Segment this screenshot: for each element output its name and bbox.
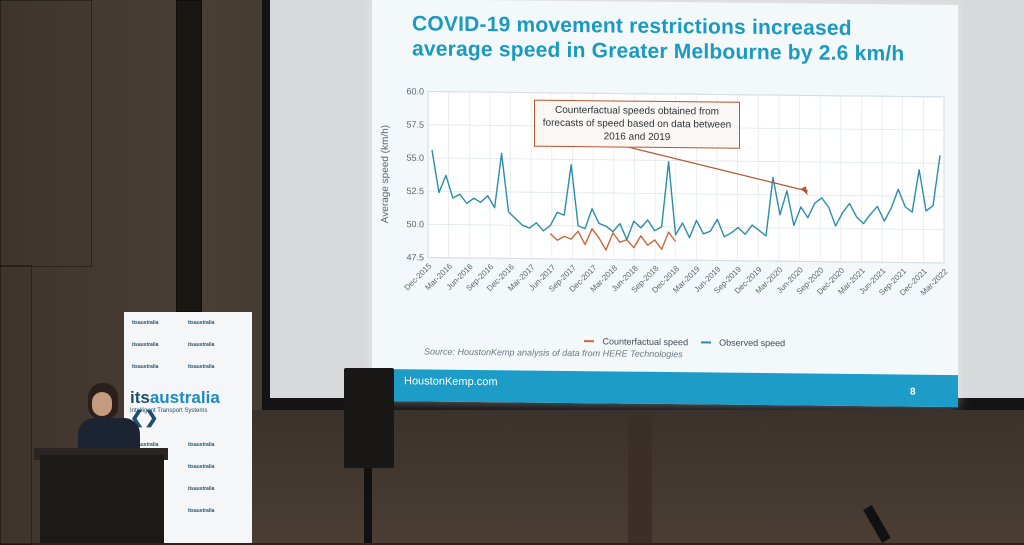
banner-repeat-logo: itsaustralia xyxy=(132,342,159,348)
slide-title-line-2: average speed in Greater Melbourne by 2.… xyxy=(412,37,905,66)
banner-repeat-logo: itsaustralia xyxy=(188,442,215,448)
banner-repeat-logo: itsaustralia xyxy=(132,442,159,448)
speaker-face xyxy=(92,392,112,416)
door-frame xyxy=(176,0,202,312)
legend-label-counterfactual: Counterfactual speed xyxy=(602,335,689,347)
slide-footer-bar xyxy=(372,368,958,408)
podium xyxy=(40,455,164,543)
y-gridline xyxy=(428,190,944,197)
banner-repeat-logo: itsaustralia xyxy=(188,464,215,470)
y-gridline xyxy=(428,223,944,231)
banner-repeat-logo: itsaustralia xyxy=(132,320,159,326)
loudspeaker xyxy=(344,368,394,468)
banner-repeat-logo: itsaustralia xyxy=(188,320,215,326)
its-australia-logo: itsaustralia ❮❯ xyxy=(130,388,220,427)
observed-speed-line xyxy=(431,149,941,241)
banner-repeat-logo: itsaustralia xyxy=(188,364,215,370)
chart-callout: Counterfactual speeds obtained from fore… xyxy=(534,99,740,149)
speaker-stand xyxy=(364,468,372,543)
y-gridline xyxy=(428,91,944,98)
slide-source-note: Source: HoustonKemp analysis of data fro… xyxy=(424,346,683,360)
y-tick-label: 60.0 xyxy=(406,86,424,96)
presentation-slide: COVID-19 movement restrictions increased… xyxy=(372,0,958,408)
wall-panel xyxy=(0,0,92,267)
y-tick-label: 52.5 xyxy=(406,186,424,196)
banner-tagline: Intelligent Transport Systems xyxy=(130,408,208,414)
banner-repeat-logo: itsaustralia xyxy=(132,364,159,370)
footer-brand: HoustonKemp.com xyxy=(404,375,498,389)
banner-repeat-logo: itsaustralia xyxy=(188,342,215,348)
y-tick-label: 57.5 xyxy=(406,119,424,129)
y-tick-label: 47.5 xyxy=(406,252,424,262)
y-tick-label: 50.0 xyxy=(406,219,424,229)
legend-label-observed: Observed speed xyxy=(719,337,786,348)
y-tick-label: 55.0 xyxy=(406,153,424,163)
y-axis-label: Average speed (km/h) xyxy=(380,125,391,223)
slide-title: COVID-19 movement restrictions increased… xyxy=(412,11,932,66)
callout-arrow-line xyxy=(621,144,808,192)
wall-panel xyxy=(0,265,32,545)
slide-page-number: 8 xyxy=(910,386,916,398)
banner-repeat-logo: itsaustralia xyxy=(188,508,215,514)
stage-pillar xyxy=(628,412,652,543)
legend-swatch-observed xyxy=(700,340,711,344)
banner-repeat-logo: itsaustralia xyxy=(188,486,215,492)
chart-legend: Counterfactual speed Observed speed xyxy=(580,335,785,348)
counterfactual-speed-line xyxy=(549,227,677,251)
y-gridline xyxy=(428,257,944,264)
legend-swatch-counterfactual xyxy=(584,339,594,342)
callout-arrowhead xyxy=(800,186,808,196)
